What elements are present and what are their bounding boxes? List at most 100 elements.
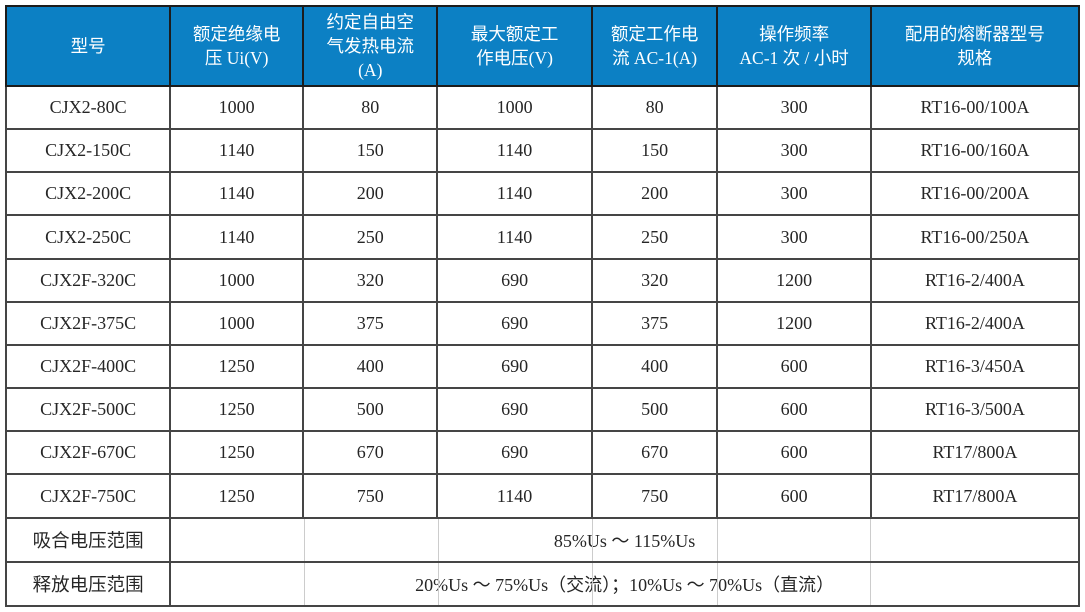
table-footer: 吸合电压范围 85%Us ～ 115%Us 释放电压范围 (4, 516, 1080, 608)
value-cell: 80 (302, 84, 439, 131)
value-cell: 600 (716, 473, 872, 519)
model-cell: CJX2-80C (4, 84, 172, 131)
value-cell: 400 (302, 343, 439, 390)
table-row: CJX2F-320C 1000 320 690 320 1200 RT16-2/400A (4, 257, 1081, 303)
value-cell: RT17/800A (869, 473, 1081, 519)
table-row: CJX2-200C 1140 200 1140 200 300 RT16-00/200A (4, 171, 1081, 217)
value-cell: RT16-3/450A (869, 343, 1081, 390)
model-cell: CJX2F-375C (4, 300, 172, 346)
value-cell: RT16-00/160A (869, 128, 1081, 174)
value-cell: 1140 (169, 214, 305, 260)
model-cell: CJX2F-400C (4, 343, 172, 390)
column-guide-line (591, 563, 593, 604)
value-cell: 250 (590, 214, 719, 260)
value-cell: 250 (302, 214, 439, 260)
value-cell: RT16-00/250A (869, 214, 1081, 260)
value-cell: 690 (436, 300, 593, 346)
value-cell: 1140 (436, 171, 593, 217)
table-body: CJX2-80C 1000 80 1000 80 300 RT16-00/100A CJX2-… (4, 84, 1081, 519)
value-cell: 150 (590, 128, 719, 174)
value-cell: 1140 (169, 128, 305, 174)
table-row: CJX2F-375C 1000 375 690 375 1200 RT16-2/400A (4, 300, 1081, 346)
value-cell: 1000 (169, 257, 305, 303)
table-header: 型号 额定绝缘电 压 Ui(V) 约定自由空 气发热电流 (A) 最大额定工 作电压(… (4, 5, 1081, 87)
value-cell: 300 (716, 214, 872, 260)
column-header: 最大额定工 作电压(V) (436, 5, 593, 87)
column-header: 操作频率 AC-1 次 / 小时 (716, 5, 872, 87)
value-cell: 1250 (169, 473, 305, 519)
column-header: 约定自由空 气发热电流 (A) (302, 5, 439, 87)
value-cell: RT16-3/500A (869, 387, 1081, 433)
value-cell: 600 (716, 343, 872, 390)
column-header: 配用的熔断器型号 规格 (869, 5, 1081, 87)
table-row: CJX2-80C 1000 80 1000 80 300 RT16-00/100A (4, 84, 1081, 131)
value-cell: 200 (302, 171, 439, 217)
value-cell: RT16-00/200A (869, 171, 1081, 217)
table-row: CJX2F-670C 1250 670 690 670 600 RT17/800A (4, 430, 1081, 476)
value-cell: 150 (302, 128, 439, 174)
value-cell: 1140 (436, 473, 593, 519)
table-row: CJX2F-400C 1250 400 690 400 600 RT16-3/450A (4, 343, 1081, 390)
pickup-voltage-label: 吸合电压范围 (4, 516, 172, 563)
value-cell: RT16-2/400A (869, 257, 1081, 303)
value-cell: 320 (590, 257, 719, 303)
table-row: CJX2F-750C 1250 750 1140 750 600 RT17/800A (4, 473, 1081, 519)
model-cell: CJX2F-750C (4, 473, 172, 519)
value-cell: 1140 (436, 214, 593, 260)
value-cell: 690 (436, 343, 593, 390)
value-cell: 1250 (169, 430, 305, 476)
model-cell: CJX2-200C (4, 171, 172, 217)
release-voltage-value: 20%Us ～ 75%Us（交流）；10%Us ～ 70%Us（直流） (169, 560, 1080, 608)
model-cell: CJX2F-500C (4, 387, 172, 433)
value-cell: 400 (590, 343, 719, 390)
value-cell: 690 (436, 430, 593, 476)
table-row: CJX2F-500C 1250 500 690 500 600 RT16-3/500A (4, 387, 1081, 433)
column-guide-line (716, 563, 718, 604)
value-cell: 300 (716, 171, 872, 217)
column-header: 额定工作电 流 AC-1(A) (590, 5, 719, 87)
value-cell: 500 (590, 387, 719, 433)
column-header: 型号 (4, 5, 172, 87)
column-guide-line (438, 563, 440, 604)
value-cell: 1140 (436, 128, 593, 174)
value-cell: 750 (302, 473, 439, 519)
release-voltage-row: 释放电压范围 20%Us ～ 75%Us（交流）；10%Us ～ 70%Us（直… (4, 560, 1080, 608)
value-cell: 80 (590, 84, 719, 131)
contactor-spec-table: 型号 额定绝缘电 压 Ui(V) 约定自由空 气发热电流 (A) 最大额定工 作电压(… (4, 5, 1081, 608)
pickup-voltage-value: 85%Us ～ 115%Us (169, 516, 1080, 563)
column-guide-line (438, 519, 440, 560)
header-row: 型号 额定绝缘电 压 Ui(V) 约定自由空 气发热电流 (A) 最大额定工 作电压(… (4, 5, 1081, 87)
column-guide-line (591, 519, 593, 560)
model-cell: CJX2F-320C (4, 257, 172, 303)
value-cell: 1000 (169, 84, 305, 131)
column-header: 额定绝缘电 压 Ui(V) (169, 5, 305, 87)
value-cell: 375 (590, 300, 719, 346)
value-cell: RT16-2/400A (869, 300, 1081, 346)
value-cell: 375 (302, 300, 439, 346)
value-cell: 600 (716, 430, 872, 476)
value-cell: 1250 (169, 343, 305, 390)
table-row: CJX2-250C 1140 250 1140 250 300 RT16-00/250A (4, 214, 1081, 260)
pickup-voltage-text: 85%Us ～ 115%Us (553, 530, 696, 551)
column-guide-line (716, 519, 718, 560)
value-cell: 1000 (169, 300, 305, 346)
model-cell: CJX2-150C (4, 128, 172, 174)
value-cell: 750 (590, 473, 719, 519)
value-cell: 320 (302, 257, 439, 303)
value-cell: RT17/800A (869, 430, 1081, 476)
model-cell: CJX2-250C (4, 214, 172, 260)
value-cell: 300 (716, 128, 872, 174)
value-cell: 670 (590, 430, 719, 476)
value-cell: 1200 (716, 300, 872, 346)
value-cell: 1000 (436, 84, 593, 131)
value-cell: 600 (716, 387, 872, 433)
value-cell: 670 (302, 430, 439, 476)
value-cell: 300 (716, 84, 872, 131)
model-cell: CJX2F-670C (4, 430, 172, 476)
value-cell: 1200 (716, 257, 872, 303)
release-voltage-text: 20%Us ～ 75%Us（交流）；10%Us ～ 70%Us（直流） (415, 574, 835, 595)
value-cell: 1140 (169, 171, 305, 217)
value-cell: 500 (302, 387, 439, 433)
pickup-voltage-row: 吸合电压范围 85%Us ～ 115%Us (4, 516, 1080, 563)
